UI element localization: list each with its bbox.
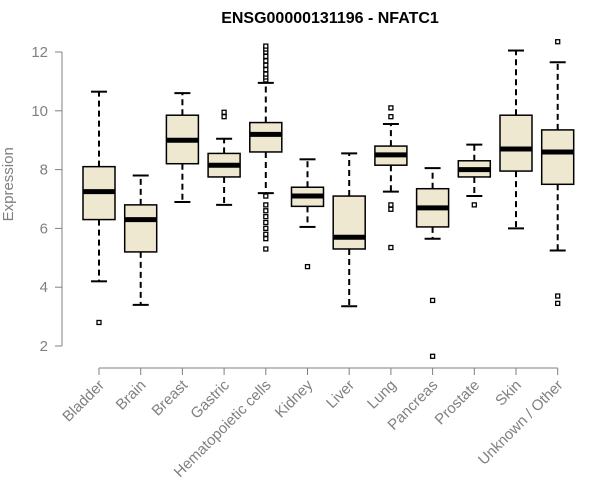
box-iqr (499, 114, 533, 172)
outlier-point (263, 53, 269, 60)
box-iqr (249, 121, 283, 153)
outlier-point (555, 300, 561, 307)
x-tick-label: Kidney (272, 376, 317, 421)
box-group (499, 49, 533, 230)
box-group (290, 158, 325, 270)
outlier-point (388, 114, 394, 120)
outlier-point (471, 202, 477, 208)
y-tick-label: 4 (40, 279, 48, 296)
box-group (374, 105, 408, 251)
outlier-point (388, 244, 394, 251)
outlier-point (263, 202, 269, 208)
outlier-point (263, 219, 269, 226)
outlier-point (388, 202, 394, 208)
outlier-point (263, 71, 269, 77)
outlier-point (304, 263, 311, 270)
chart-title: ENSG00000131196 - NFATC1 (221, 10, 439, 27)
outlier-point (263, 66, 269, 73)
outlier-point (388, 206, 394, 212)
box-group (82, 90, 116, 326)
x-tick-label: Brain (113, 377, 150, 414)
y-tick-label: 8 (40, 162, 48, 179)
outlier-point (263, 213, 269, 220)
outlier-point (263, 193, 269, 199)
box-series (82, 39, 575, 359)
x-tick-label: Breast (149, 376, 192, 419)
outlier-point (221, 109, 227, 115)
y-tick-label: 12 (31, 44, 48, 61)
outlier-point (429, 353, 436, 359)
x-tick-label: Prostate (432, 377, 484, 429)
box-group (207, 109, 241, 206)
outlier-point (263, 62, 269, 68)
y-tick-label: 10 (31, 103, 48, 120)
outlier-point (429, 297, 436, 304)
box-group (165, 92, 200, 203)
x-tick-label: Liver (323, 377, 358, 412)
outlier-point (263, 43, 269, 49)
x-tick-label: Bladder (59, 377, 108, 426)
box-group (457, 143, 492, 208)
x-tick-label: Skin (492, 377, 525, 410)
outlier-point (263, 246, 269, 252)
x-tick-label: Lung (364, 377, 400, 413)
outlier-point (555, 39, 561, 45)
outlier-point (388, 105, 394, 111)
outlier-point (263, 58, 269, 64)
outlier-point (263, 225, 269, 232)
y-tick-label: 2 (40, 338, 48, 355)
y-axis-label: Expression (0, 147, 17, 221)
outlier-point (555, 293, 561, 299)
outlier-point (263, 208, 269, 214)
outlier-point (221, 114, 227, 120)
outlier-point (263, 231, 269, 237)
outlier-point (96, 319, 102, 326)
box-iqr (123, 204, 158, 253)
box-group (415, 167, 450, 359)
box-group (249, 43, 283, 252)
box-group (540, 39, 575, 307)
box-iqr (332, 195, 366, 250)
box-iqr (540, 129, 575, 186)
box-group (332, 152, 366, 308)
y-tick-label: 6 (40, 220, 48, 237)
outlier-point (263, 236, 269, 242)
y-axis: 2 4 6 8 10 12 (31, 44, 63, 355)
box-group (123, 174, 158, 306)
